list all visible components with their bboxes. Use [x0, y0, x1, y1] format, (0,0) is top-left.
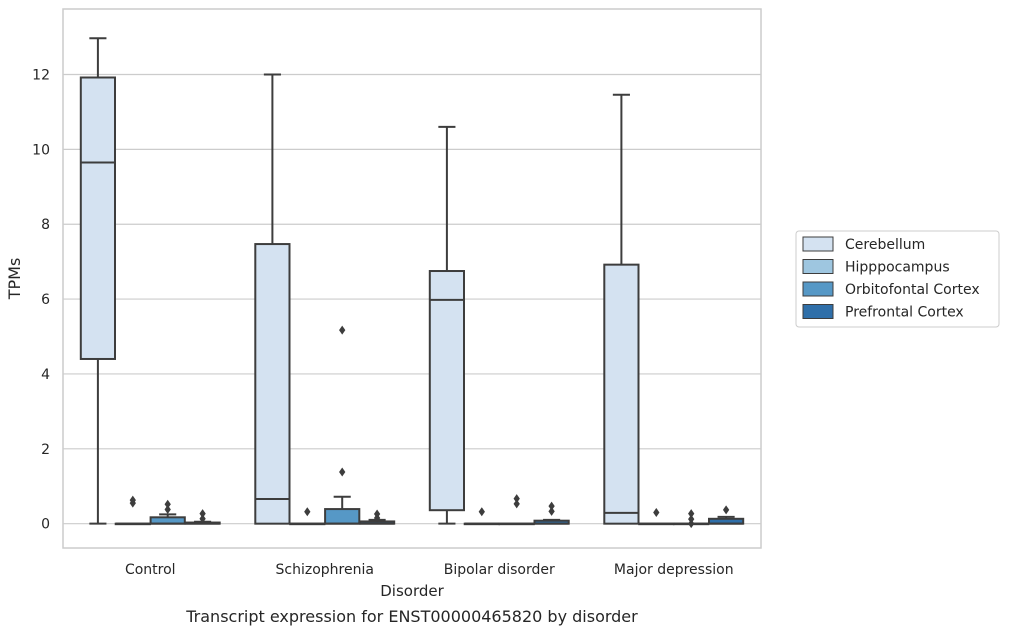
- box-cerebellum[interactable]: [79, 37, 117, 525]
- x-axis-label: Disorder: [380, 582, 444, 600]
- legend-label-cerebellum: Cerebellum: [845, 237, 925, 253]
- legend-frame: [795, 230, 1000, 328]
- legend-swatch-cerebellum: [802, 236, 834, 252]
- x-tick-label: Control: [125, 562, 176, 578]
- box-body: [254, 243, 291, 525]
- box-prefrontal-cortex[interactable]: [533, 501, 570, 525]
- outlier-point: [653, 507, 660, 517]
- box-layer: [79, 37, 745, 529]
- box-orbitofontal-cortex[interactable]: [673, 509, 710, 529]
- box-body: [603, 263, 640, 525]
- legend[interactable]: Cerebellum Hipppocampus Orbitofontal Corte…: [795, 230, 1000, 328]
- y-tick-label: 6: [41, 292, 50, 308]
- box-body: [324, 508, 361, 525]
- box-cerebellum[interactable]: [254, 73, 291, 525]
- y-tick-label: 2: [41, 442, 50, 458]
- outlier-point: [373, 509, 381, 519]
- box-orbitofontal-cortex[interactable]: [498, 494, 535, 526]
- outlier-point: [513, 499, 520, 509]
- outlier-point: [164, 504, 171, 514]
- x-tick-label: Major depression: [614, 562, 734, 578]
- outlier-point: [513, 494, 520, 504]
- y-tick-label: 8: [41, 217, 50, 233]
- outlier-point: [164, 499, 171, 509]
- box-prefrontal-cortex[interactable]: [707, 505, 745, 525]
- outlier-point: [548, 501, 555, 511]
- y-tick-labels: 0 2 4 6 8 10 12: [32, 68, 50, 533]
- x-tick-labels: Control Schizophrenia Bipolar disorder Majo…: [125, 562, 734, 578]
- legend-label-prefrontal-cortex: Prefrontal Cortex: [845, 305, 964, 321]
- outlier-point: [129, 495, 136, 505]
- box-hipppocampus[interactable]: [114, 495, 151, 526]
- legend-swatch-orbitofontal-cortex: [802, 281, 834, 297]
- box-cerebellum[interactable]: [603, 93, 640, 525]
- box-orbitofontal-cortex[interactable]: [149, 499, 186, 525]
- x-tick-label: Bipolar disorder: [444, 562, 555, 578]
- box-body: [79, 76, 117, 360]
- box-cerebellum[interactable]: [428, 125, 466, 525]
- box-prefrontal-cortex[interactable]: [358, 509, 396, 525]
- outlier-point: [199, 514, 206, 524]
- box-prefrontal-cortex[interactable]: [184, 509, 221, 525]
- outlier-point: [199, 509, 206, 519]
- outlier-point: [688, 509, 695, 519]
- plot-frame: [62, 8, 762, 549]
- outlier-point: [339, 467, 346, 477]
- legend-label-orbitofontal-cortex: Orbitofontal Cortex: [845, 282, 980, 298]
- y-tick-label: 10: [32, 142, 50, 158]
- outlier-point: [304, 507, 311, 517]
- y-tick-label: 0: [41, 517, 50, 533]
- gridlines: [63, 73, 761, 525]
- box-orbitofontal-cortex[interactable]: [324, 325, 361, 525]
- box-hipppocampus[interactable]: [463, 507, 500, 526]
- outlier-point: [688, 514, 695, 524]
- outlier-point: [478, 507, 485, 517]
- outlier-point: [339, 325, 346, 335]
- legend-swatch-prefrontal-cortex: [802, 304, 834, 319]
- outlier-point: [722, 505, 730, 515]
- y-tick-label: 4: [41, 367, 50, 383]
- x-tick-label: Schizophrenia: [276, 562, 374, 578]
- legend-swatch-hipppocampus: [802, 259, 834, 274]
- box-body: [428, 270, 466, 512]
- y-axis-label: TPMs: [5, 258, 24, 301]
- legend-label-hipppocampus: Hipppocampus: [845, 260, 950, 276]
- outlier-point: [548, 506, 555, 516]
- y-tick-label: 12: [32, 68, 50, 84]
- chart-caption: Transcript expression for ENST0000046582…: [185, 607, 638, 626]
- box-hipppocampus[interactable]: [289, 507, 326, 526]
- box-hipppocampus[interactable]: [638, 507, 675, 526]
